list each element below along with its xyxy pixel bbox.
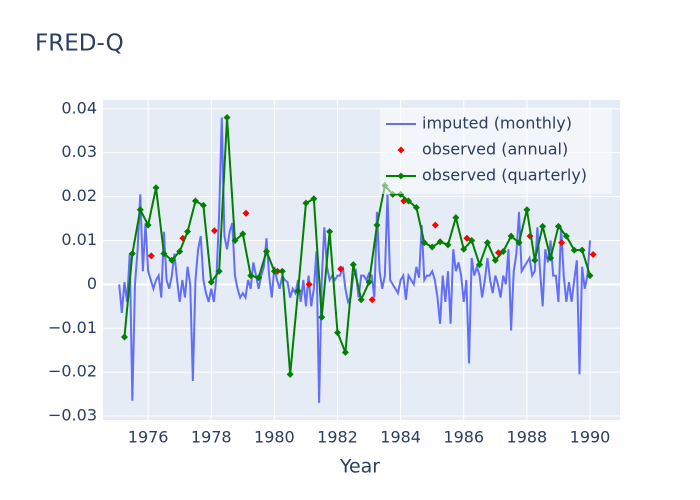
data-point: [210, 227, 218, 235]
data-point: [368, 296, 376, 304]
data-point: [207, 278, 215, 286]
data-point: [476, 261, 484, 269]
data-point: [310, 195, 318, 203]
data-point: [223, 114, 231, 122]
y-tick-label: 0.02: [61, 186, 97, 205]
data-point: [255, 274, 263, 282]
y-tick-label: 0.03: [61, 142, 97, 161]
data-point: [523, 206, 531, 214]
data-point: [199, 201, 207, 209]
data-point: [184, 228, 192, 236]
data-point: [242, 209, 250, 217]
data-point: [176, 247, 184, 255]
data-point: [305, 280, 313, 288]
data-point: [341, 348, 349, 356]
data-point: [562, 232, 570, 240]
data-point: [337, 265, 345, 273]
data-point: [499, 247, 507, 255]
data-point: [586, 272, 594, 280]
data-point: [334, 329, 342, 337]
data-point: [286, 370, 294, 378]
y-tick-label: −0.03: [48, 406, 97, 425]
data-point: [215, 267, 223, 275]
data-point: [128, 250, 136, 258]
data-point: [239, 230, 247, 238]
data-point: [247, 272, 255, 280]
data-point: [349, 261, 357, 269]
legend-marker: [397, 146, 405, 154]
data-point: [144, 221, 152, 229]
data-point: [483, 239, 491, 247]
y-tick-label: 0.04: [61, 98, 97, 117]
legend-box: [380, 108, 612, 194]
data-point: [428, 243, 436, 251]
data-point: [278, 267, 286, 275]
x-tick-label: 1986: [443, 428, 484, 447]
data-point: [468, 236, 476, 244]
data-point: [420, 239, 428, 247]
data-point: [547, 254, 555, 262]
data-point: [507, 232, 515, 240]
y-tick-label: 0.01: [61, 230, 97, 249]
legend: imputed (monthly) observed (annual) observ…: [380, 108, 612, 194]
data-point: [578, 246, 586, 254]
data-point: [270, 267, 278, 275]
data-point: [554, 222, 562, 230]
x-tick-label: 1982: [317, 428, 358, 447]
chart-title: FRED-Q: [35, 31, 124, 57]
data-point: [539, 222, 547, 230]
x-tick-label: 1978: [191, 428, 232, 447]
y-tick-label: −0.02: [48, 362, 97, 381]
data-point: [294, 287, 302, 295]
data-point: [412, 204, 420, 212]
x-tick-label: 1984: [380, 428, 421, 447]
data-point: [431, 221, 439, 229]
legend-label: observed (annual): [422, 140, 568, 159]
data-point: [589, 251, 597, 259]
data-point: [326, 228, 334, 236]
data-point: [405, 197, 413, 205]
data-point: [452, 214, 460, 222]
x-tick-label: 1980: [254, 428, 295, 447]
data-point: [152, 184, 160, 192]
y-tick-label: 0: [87, 274, 97, 293]
data-point: [365, 278, 373, 286]
data-point: [531, 256, 539, 264]
data-point: [147, 252, 155, 260]
data-point: [318, 313, 326, 321]
x-tick-label: 1990: [570, 428, 611, 447]
x-axis-title: Year: [339, 456, 380, 478]
data-point: [444, 241, 452, 249]
data-point: [136, 206, 144, 214]
legend-label: observed (quarterly): [422, 166, 587, 185]
data-point: [191, 197, 199, 205]
legend-marker: [397, 172, 405, 180]
data-point: [357, 296, 365, 304]
data-point: [460, 245, 468, 253]
data-point: [302, 199, 310, 207]
data-point: [558, 239, 566, 247]
x-tick-label: 1976: [128, 428, 169, 447]
data-point: [491, 256, 499, 264]
y-tick-label: −0.01: [48, 318, 97, 337]
legend-label: imputed (monthly): [422, 114, 572, 133]
data-point: [570, 246, 578, 254]
data-point: [515, 239, 523, 247]
data-point: [120, 333, 128, 341]
data-point: [373, 221, 381, 229]
data-point: [436, 238, 444, 246]
data-point: [168, 256, 176, 264]
data-point: [231, 236, 239, 244]
data-point: [160, 250, 168, 258]
x-tick-label: 1988: [507, 428, 548, 447]
data-point: [262, 247, 270, 255]
